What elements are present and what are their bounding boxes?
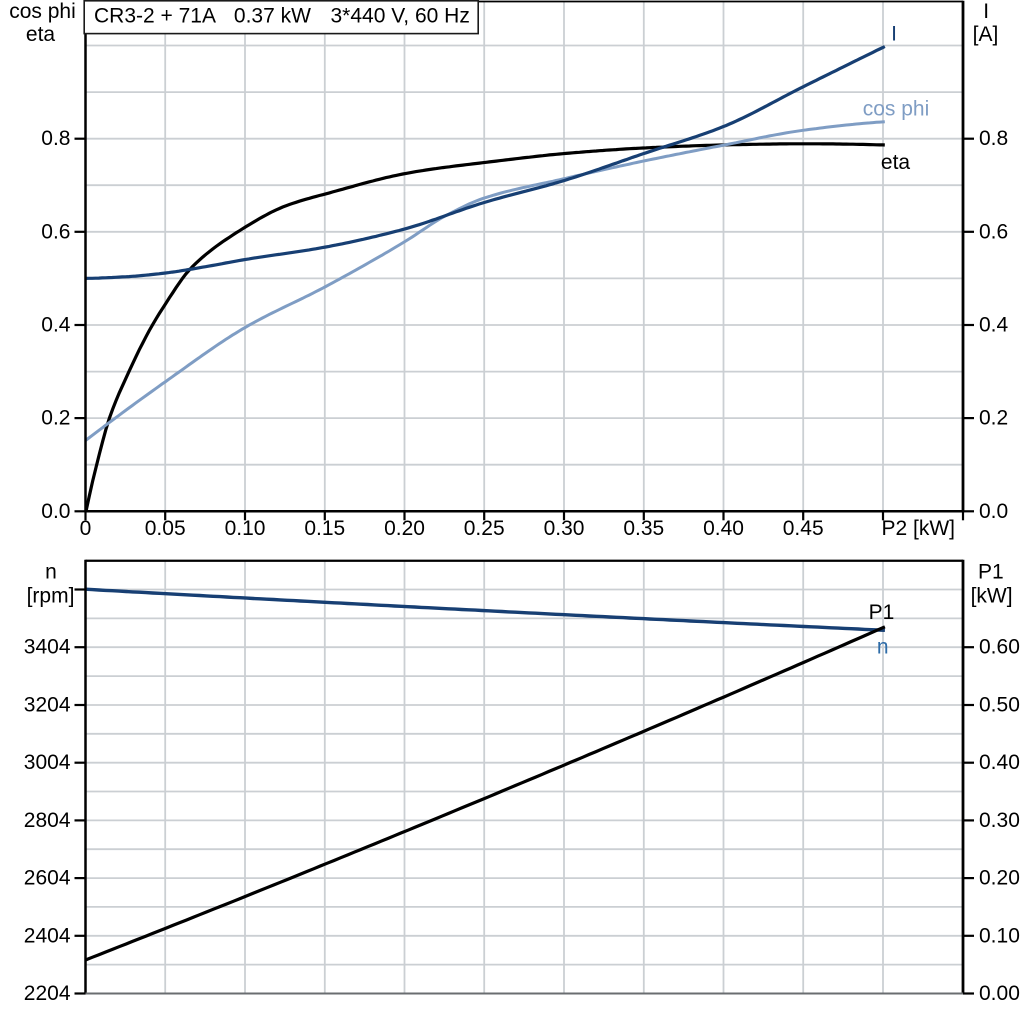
- svg-text:P1: P1: [978, 560, 1004, 583]
- svg-text:0.37 kW: 0.37 kW: [234, 4, 311, 27]
- svg-text:3204: 3204: [24, 694, 71, 717]
- svg-text:0.20: 0.20: [979, 867, 1020, 890]
- svg-text:0.00: 0.00: [979, 982, 1020, 1005]
- svg-text:2204: 2204: [24, 982, 71, 1005]
- svg-text:0.40: 0.40: [703, 517, 744, 540]
- svg-text:0: 0: [80, 517, 92, 540]
- svg-text:0.4: 0.4: [41, 314, 71, 337]
- svg-text:0.6: 0.6: [979, 220, 1008, 243]
- svg-text:0.50: 0.50: [979, 694, 1020, 717]
- svg-text:0.2: 0.2: [41, 407, 70, 430]
- svg-text:0.60: 0.60: [979, 636, 1020, 659]
- svg-text:0.25: 0.25: [464, 517, 505, 540]
- svg-text:0.35: 0.35: [623, 517, 664, 540]
- svg-text:2604: 2604: [24, 867, 71, 890]
- svg-text:0.40: 0.40: [979, 751, 1020, 774]
- svg-text:0.30: 0.30: [979, 809, 1020, 832]
- svg-text:P1: P1: [869, 601, 895, 624]
- svg-text:0.8: 0.8: [41, 127, 70, 150]
- svg-text:0.30: 0.30: [544, 517, 585, 540]
- svg-text:0.10: 0.10: [225, 517, 266, 540]
- svg-text:I: I: [891, 23, 897, 46]
- svg-text:0.6: 0.6: [41, 220, 70, 243]
- svg-text:0.2: 0.2: [979, 407, 1008, 430]
- svg-text:[rpm]: [rpm]: [27, 585, 75, 608]
- svg-text:cos phi: cos phi: [863, 98, 930, 121]
- svg-text:eta: eta: [881, 151, 911, 174]
- svg-text:0.4: 0.4: [979, 314, 1009, 337]
- svg-text:0.0: 0.0: [41, 500, 70, 523]
- svg-text:3004: 3004: [24, 751, 71, 774]
- svg-text:0.10: 0.10: [979, 924, 1020, 947]
- svg-text:n: n: [45, 561, 57, 584]
- svg-text:2804: 2804: [24, 809, 71, 832]
- svg-text:3*440 V, 60 Hz: 3*440 V, 60 Hz: [331, 4, 470, 27]
- svg-text:0.20: 0.20: [384, 517, 425, 540]
- svg-text:CR3-2 + 71A: CR3-2 + 71A: [94, 4, 216, 27]
- svg-text:P2 [kW]: P2 [kW]: [882, 517, 956, 540]
- svg-text:[kW]: [kW]: [971, 584, 1013, 607]
- svg-text:0.15: 0.15: [304, 517, 345, 540]
- svg-text:3404: 3404: [24, 636, 71, 659]
- svg-text:cos phi: cos phi: [9, 0, 76, 23]
- svg-text:0.05: 0.05: [145, 517, 186, 540]
- svg-text:0.8: 0.8: [979, 127, 1008, 150]
- svg-text:I: I: [983, 0, 989, 23]
- svg-text:[A]: [A]: [973, 23, 999, 46]
- svg-text:n: n: [877, 636, 889, 659]
- svg-text:0.45: 0.45: [783, 517, 824, 540]
- svg-text:0.0: 0.0: [979, 500, 1008, 523]
- svg-text:2404: 2404: [24, 924, 71, 947]
- svg-text:eta: eta: [26, 23, 56, 46]
